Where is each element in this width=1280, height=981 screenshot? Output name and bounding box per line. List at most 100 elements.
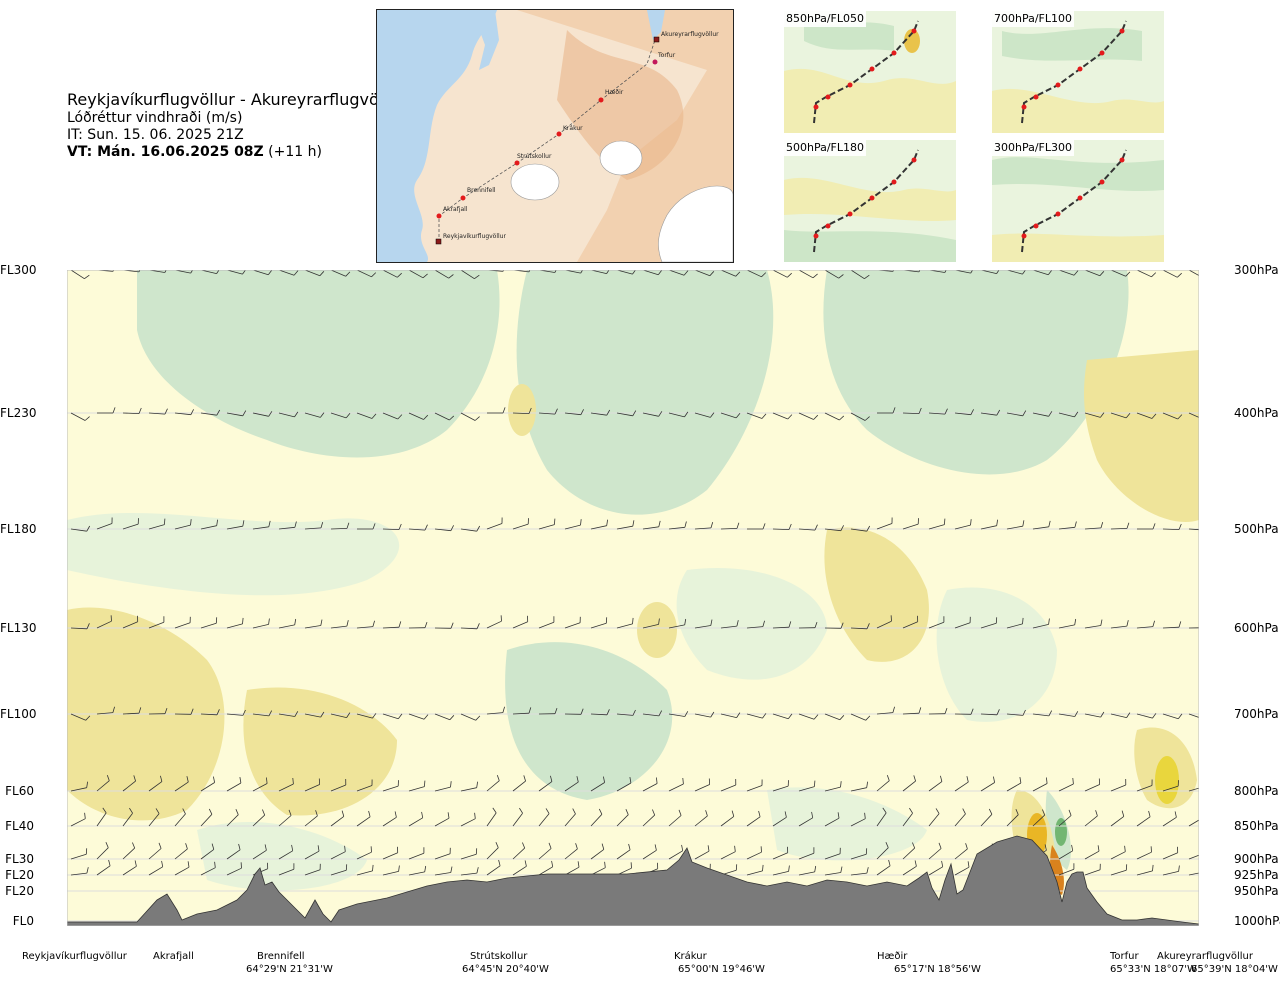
wind-barb-feather xyxy=(294,618,297,625)
wind-barb xyxy=(434,528,451,532)
wind-barb xyxy=(954,269,971,274)
wind-barb xyxy=(642,713,659,717)
wind-barb-feather xyxy=(160,775,163,782)
wind-barb-feather xyxy=(1126,712,1131,718)
wind-barb xyxy=(434,269,449,279)
valid-time-bold: VT: Mán. 16.06.2025 08Z xyxy=(67,144,264,160)
wind-barb xyxy=(226,525,243,530)
pressure-label-850: 850hPa xyxy=(1234,819,1279,833)
wind-barb-feather xyxy=(598,808,603,815)
wind-barb xyxy=(694,269,711,277)
wind-barb-feather xyxy=(1152,523,1156,530)
wind-barb xyxy=(1058,868,1075,876)
wind-barb-feather xyxy=(840,866,843,873)
wind-barb-feather xyxy=(346,712,351,718)
wind-barb-feather xyxy=(315,810,318,817)
wind-barb xyxy=(1006,623,1023,629)
wind-barb-feather xyxy=(239,777,242,784)
wind-barb xyxy=(226,814,239,827)
level-label-fl230: FL230 xyxy=(0,406,37,420)
wind-barb xyxy=(200,525,217,530)
wind-barb xyxy=(330,869,347,876)
wind-barb xyxy=(1110,851,1126,860)
route-title: Reykjavíkurflugvöllur - Akureyrarflugvöl… xyxy=(67,90,405,109)
wind-barb xyxy=(200,412,217,416)
wind-barb-feather xyxy=(1074,411,1079,418)
wind-barb xyxy=(200,622,217,629)
wind-barb-feather xyxy=(707,845,710,852)
wind-barb-feather xyxy=(320,619,323,626)
wind-barb xyxy=(720,625,737,629)
wind-barb xyxy=(1084,527,1102,530)
wind-barb xyxy=(1058,713,1075,717)
wind-barb xyxy=(720,713,737,718)
mini-point xyxy=(1119,157,1125,163)
wind-barb-feather xyxy=(112,407,116,414)
point-haedir xyxy=(598,97,604,103)
wind-barb-feather xyxy=(424,865,427,872)
wind-barb xyxy=(174,622,191,629)
wind-barb xyxy=(590,412,607,416)
level-label-fl60: FL60 xyxy=(5,784,34,798)
wind-barb xyxy=(304,713,321,718)
mini-point xyxy=(911,28,917,34)
wind-barb xyxy=(434,713,451,721)
wind-barb-feather xyxy=(1046,777,1048,784)
mini-point xyxy=(911,157,917,163)
wind-barb xyxy=(824,269,839,279)
wind-barb xyxy=(226,867,242,876)
wind-barb-feather xyxy=(1100,412,1105,418)
map-label-haedir: Hæðir xyxy=(605,89,624,96)
wind-barb xyxy=(1084,625,1101,629)
wind-barb xyxy=(434,786,451,792)
wind-barb-feather xyxy=(811,811,814,818)
waypoint-krakur-coord: 65°00'N 19°46'W xyxy=(678,964,765,975)
waypoint-torfur-coord: 65°33'N 18°07'W xyxy=(1110,964,1197,975)
wind-barb xyxy=(1006,412,1023,417)
wind-barb-feather xyxy=(164,707,168,714)
wind-barb xyxy=(148,412,166,415)
wind-barb xyxy=(902,780,916,792)
wind-barb-feather xyxy=(398,621,402,628)
mini-point xyxy=(869,195,875,201)
mini-point xyxy=(1099,50,1105,56)
wind-barb-feather xyxy=(448,274,454,279)
wind-barb xyxy=(1058,624,1075,629)
wind-barb xyxy=(902,621,918,629)
wind-barb-feather xyxy=(1177,713,1183,719)
wind-barb-feather xyxy=(164,518,166,525)
wind-barb-feather xyxy=(762,713,767,719)
wind-barb xyxy=(460,412,476,421)
wind-barb xyxy=(590,782,605,792)
wind-barb xyxy=(798,269,814,279)
wind-barb xyxy=(1162,871,1179,876)
wind-barb-feather xyxy=(1100,711,1105,718)
wind-barb xyxy=(278,624,295,629)
wind-barb-feather xyxy=(938,842,942,849)
wind-barb xyxy=(96,847,109,860)
wind-barb-feather xyxy=(656,777,658,784)
wind-barb-feather xyxy=(1100,619,1103,626)
wind-barb xyxy=(824,713,841,721)
wind-barb-feather xyxy=(213,776,215,783)
wind-barb xyxy=(330,625,347,629)
wind-barb xyxy=(122,780,136,792)
wind-barb-feather xyxy=(397,272,402,278)
mini-point xyxy=(1021,233,1027,239)
wind-barb xyxy=(850,787,867,792)
wind-barb-feather xyxy=(1100,521,1104,529)
wind-barb-feather xyxy=(762,620,765,627)
map-label-strutskollur: Strútskollur xyxy=(517,153,552,160)
wind-barb-feather xyxy=(294,411,299,418)
wind-barb-feather xyxy=(522,842,526,849)
wind-barb xyxy=(1006,269,1023,275)
wind-barb-feather xyxy=(812,273,818,279)
wind-barb xyxy=(434,817,450,827)
wind-barb-feather xyxy=(164,408,168,415)
wind-barb-feather xyxy=(528,407,532,414)
wind-barb-feather xyxy=(1125,413,1131,419)
wind-barb-feather xyxy=(424,780,426,787)
pressure-label-925: 925hPa xyxy=(1234,868,1279,882)
wind-barb-feather xyxy=(684,521,687,528)
terrain-profile xyxy=(66,835,1200,927)
